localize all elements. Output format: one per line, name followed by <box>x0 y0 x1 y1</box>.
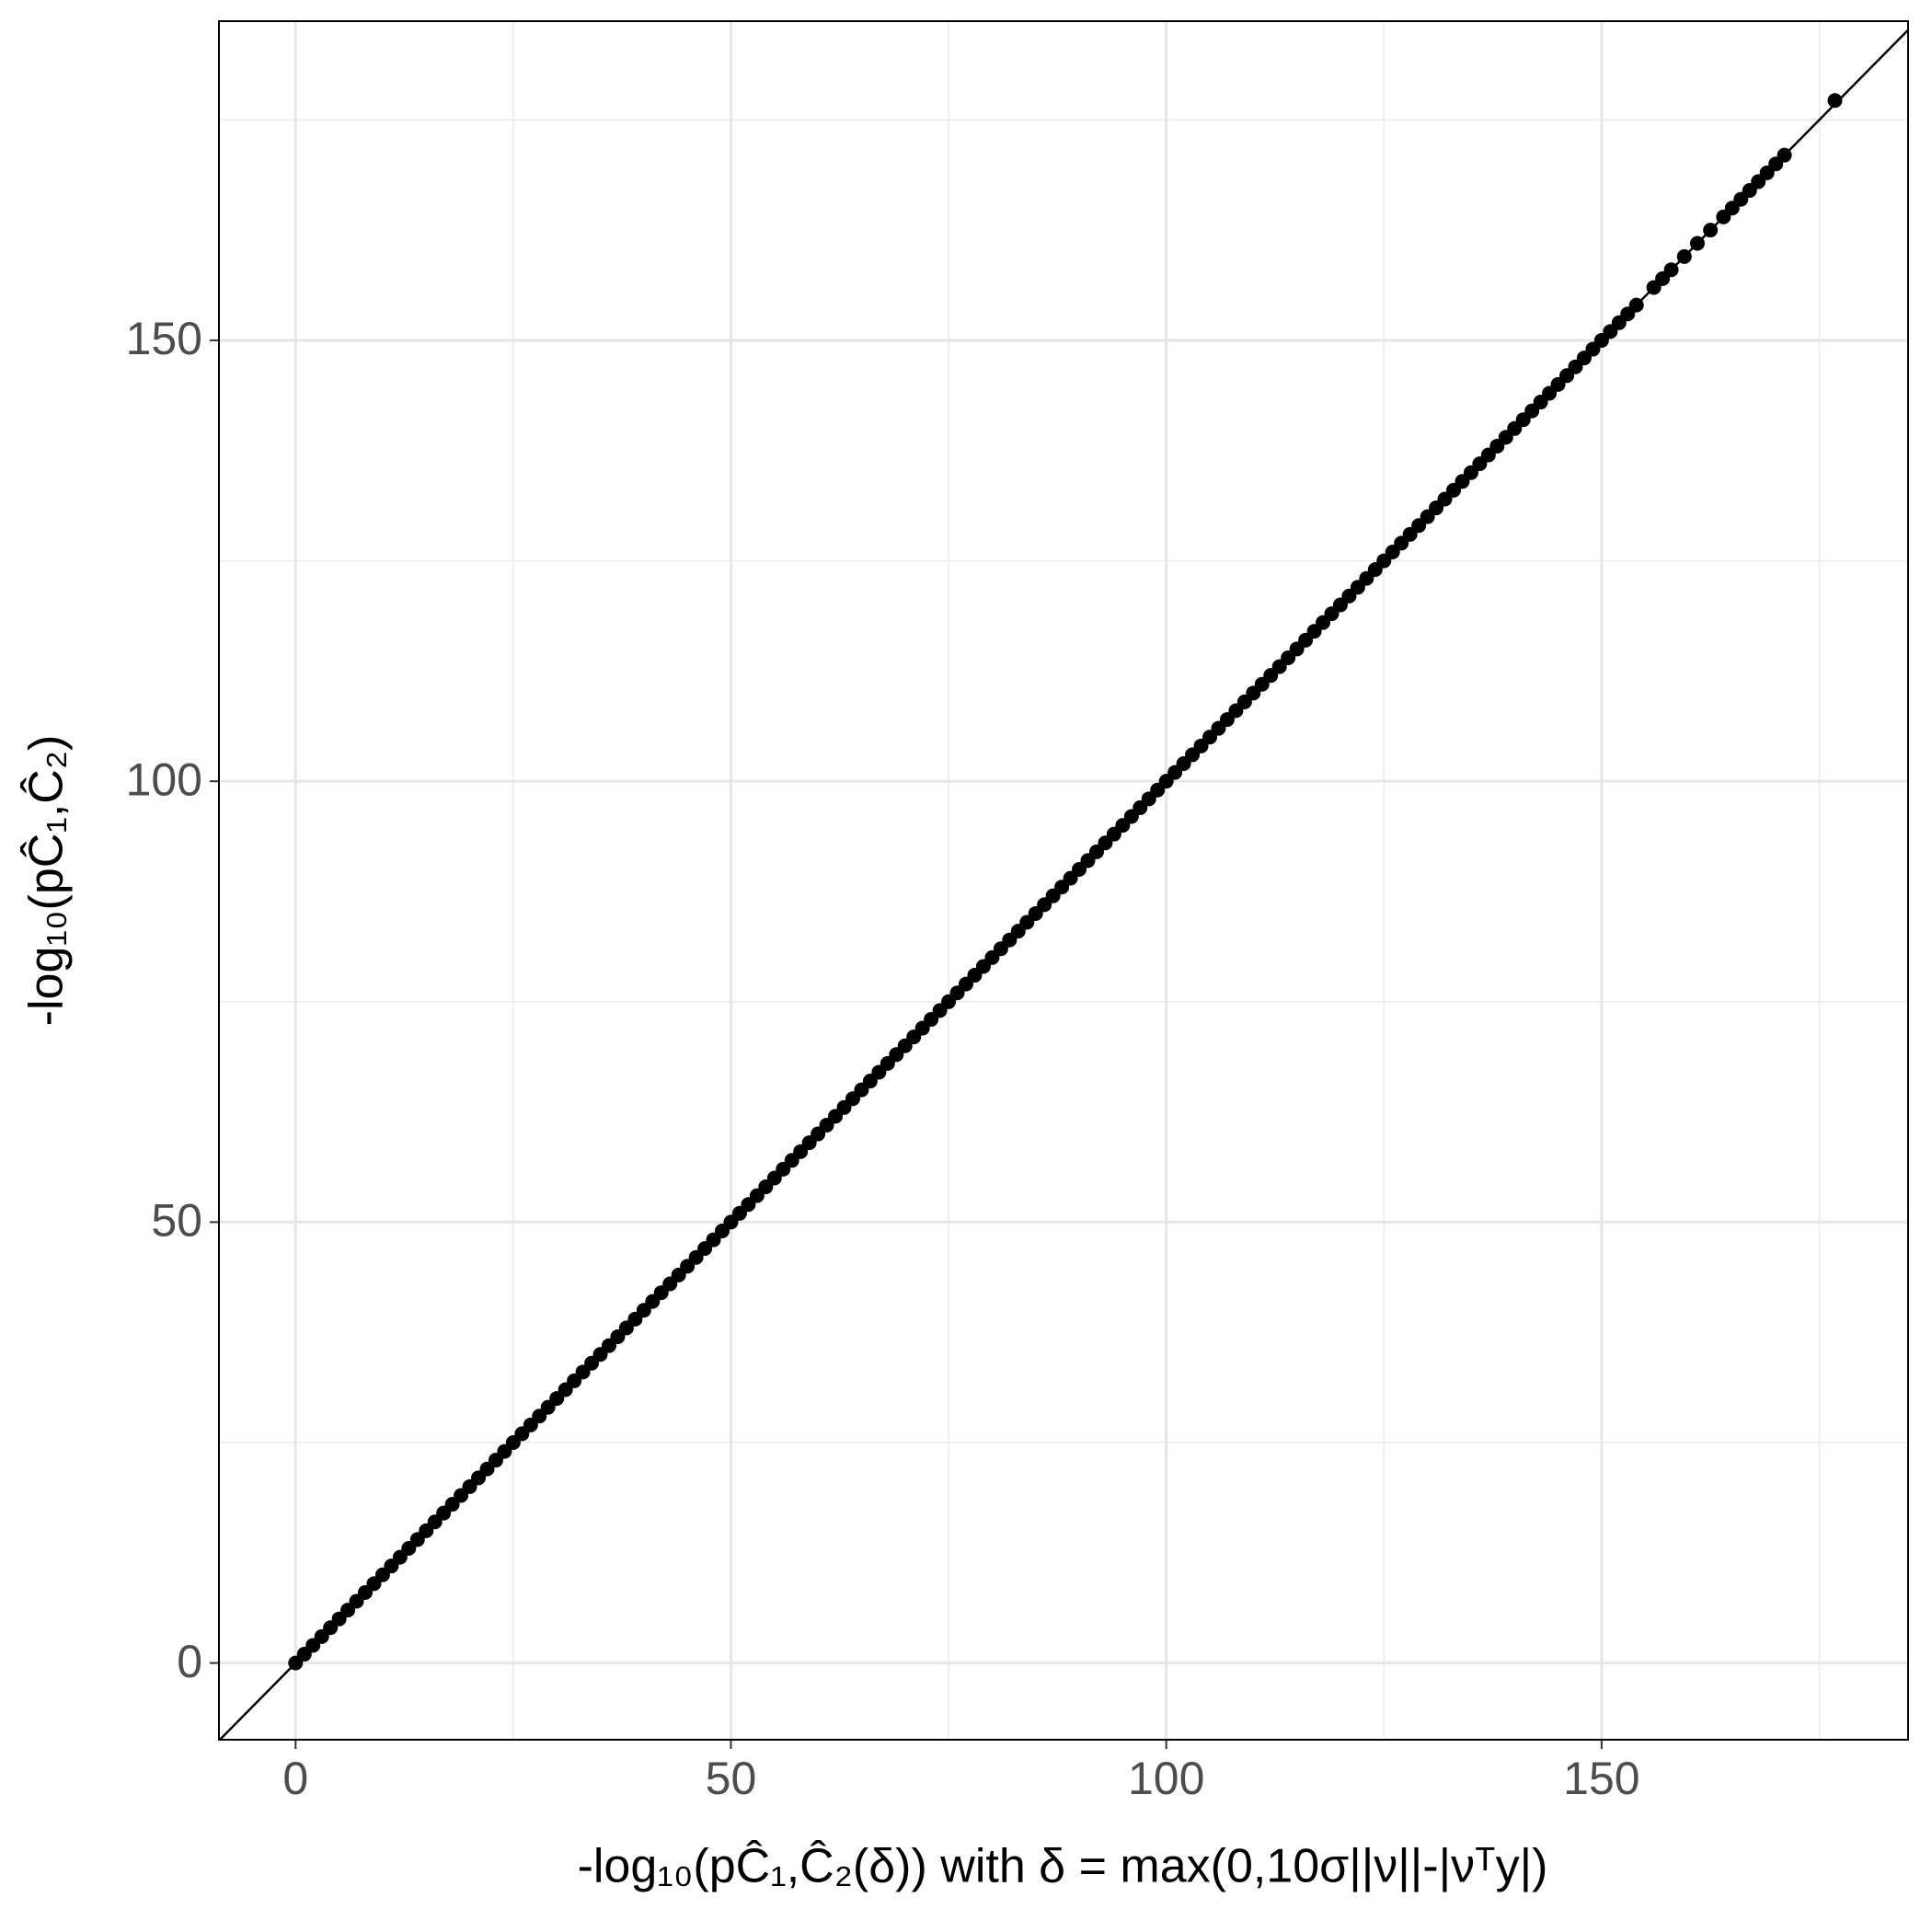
point <box>1703 223 1719 238</box>
y-tick-label: 100 <box>126 753 202 805</box>
x-tick-label: 150 <box>1563 1753 1639 1804</box>
x-axis-label: -log₁₀(pĈ₁,Ĉ₂(δ)) with δ = max(0,10σ||ν|… <box>578 1840 1548 1893</box>
point <box>1827 93 1843 109</box>
plot-border <box>218 20 1909 1741</box>
y-tick-label: 150 <box>126 313 202 364</box>
point <box>1676 248 1692 264</box>
point <box>1689 236 1705 251</box>
point <box>1628 297 1644 313</box>
y-axis-label: -log₁₀(pĈ₁,Ĉ₂) <box>20 735 74 1027</box>
point <box>1663 262 1679 278</box>
y-tick-label: 50 <box>151 1195 202 1247</box>
x-tick-label: 50 <box>706 1753 757 1804</box>
x-tick-label: 0 <box>282 1753 308 1804</box>
y-tick-label: 0 <box>177 1636 202 1687</box>
x-tick-label: 100 <box>1128 1753 1204 1804</box>
point <box>1777 147 1792 163</box>
